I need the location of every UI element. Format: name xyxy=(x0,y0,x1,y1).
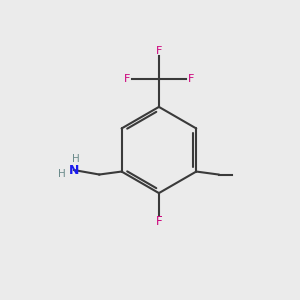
Text: F: F xyxy=(156,46,162,56)
Text: N: N xyxy=(69,164,79,177)
Text: F: F xyxy=(156,215,162,228)
Text: H: H xyxy=(72,154,80,164)
Text: H: H xyxy=(58,169,65,178)
Text: F: F xyxy=(124,74,130,84)
Text: F: F xyxy=(188,74,194,84)
